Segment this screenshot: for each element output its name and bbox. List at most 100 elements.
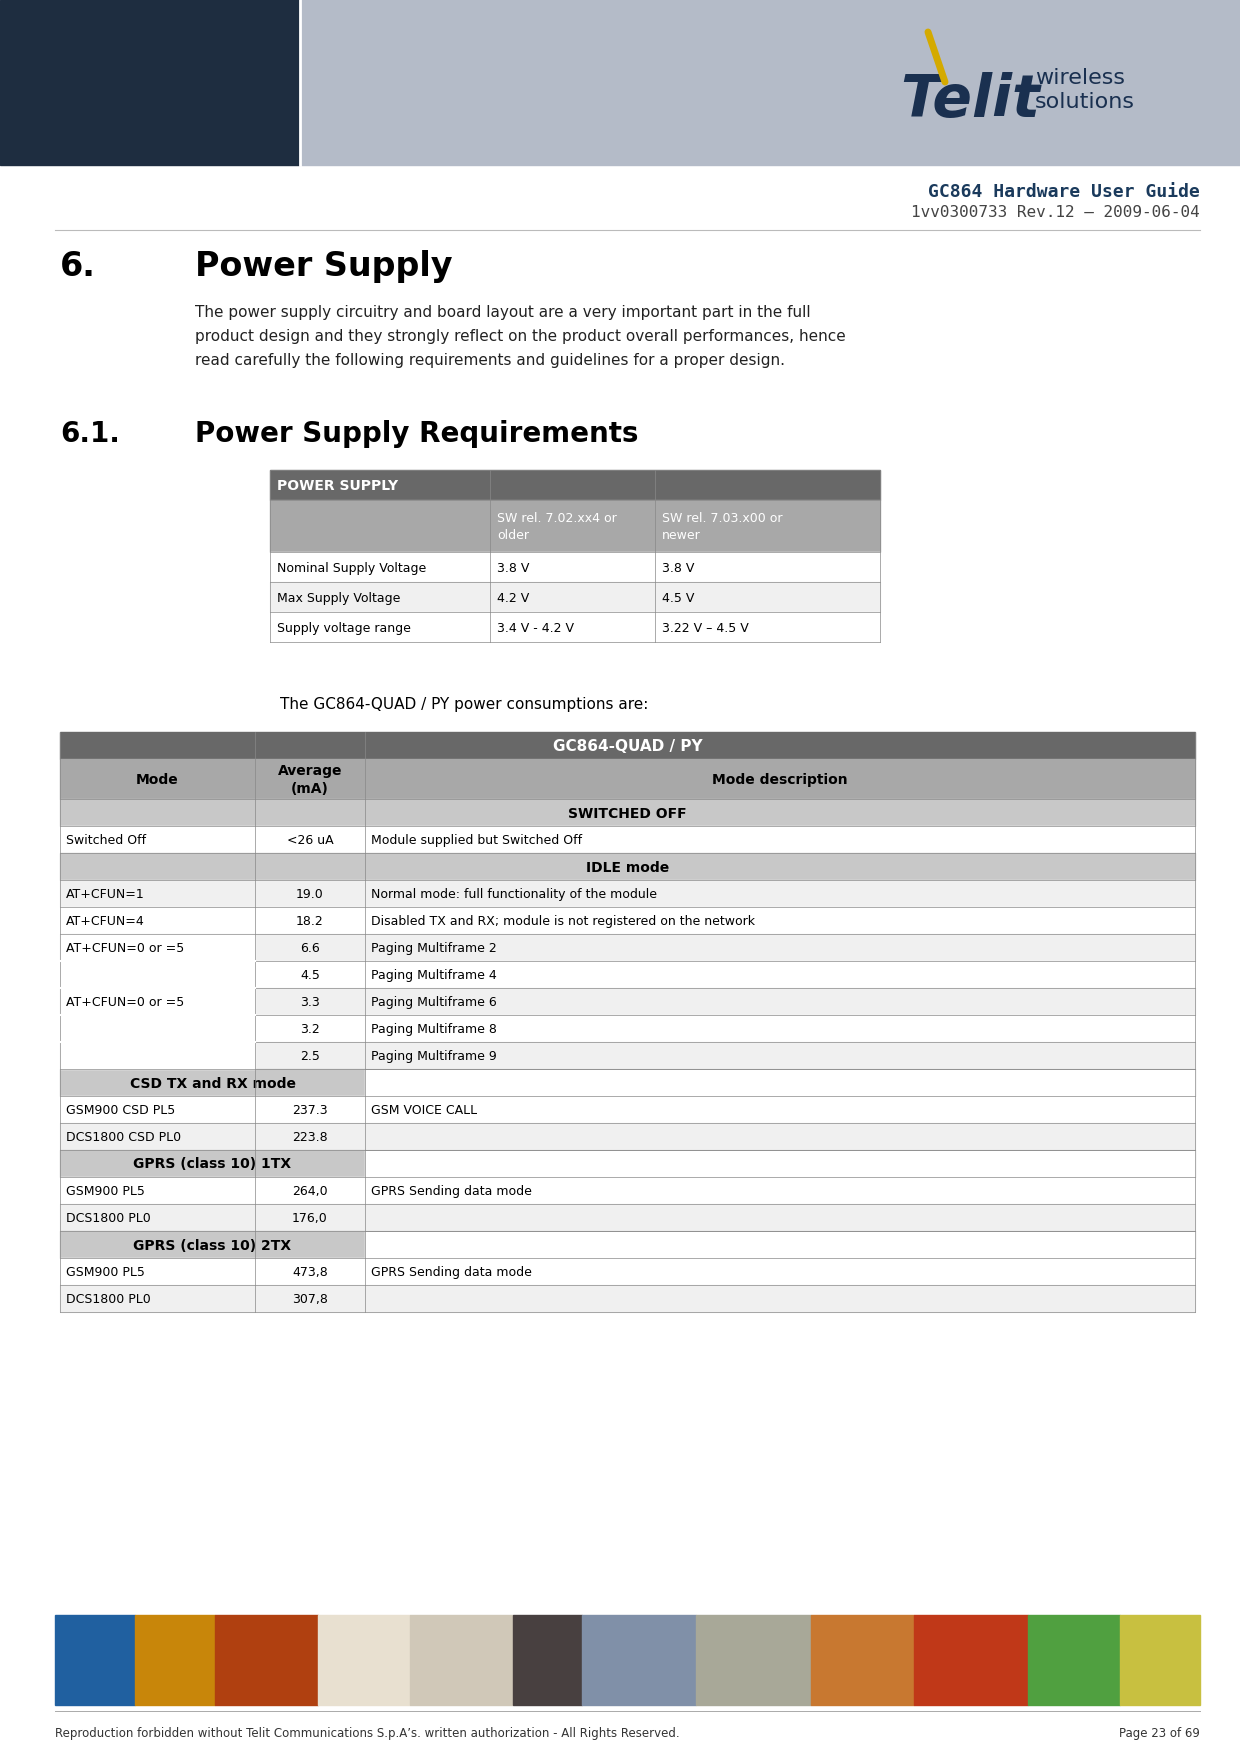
Bar — [365, 1150, 1195, 1178]
Bar — [513, 1615, 582, 1706]
Text: GPRS (class 10) 2TX: GPRS (class 10) 2TX — [134, 1239, 291, 1253]
Text: Normal mode: full functionality of the module: Normal mode: full functionality of the m… — [371, 888, 657, 900]
Text: AT+CFUN=1: AT+CFUN=1 — [66, 888, 145, 900]
Text: Power Supply: Power Supply — [195, 249, 453, 283]
Bar — [60, 934, 1195, 962]
Text: DCS1800 PL0: DCS1800 PL0 — [66, 1213, 151, 1225]
Text: 3.22 V – 4.5 V: 3.22 V – 4.5 V — [662, 621, 749, 635]
Bar — [811, 1615, 914, 1706]
Text: SW rel. 7.03.x00 or
newer: SW rel. 7.03.x00 or newer — [662, 512, 782, 542]
Bar — [60, 827, 1195, 853]
Bar — [60, 1042, 1195, 1069]
Bar — [60, 1069, 1195, 1097]
Text: DCS1800 PL0: DCS1800 PL0 — [66, 1293, 151, 1306]
Text: 176,0: 176,0 — [293, 1213, 327, 1225]
Bar — [60, 962, 1195, 988]
Text: GPRS Sending data mode: GPRS Sending data mode — [371, 1185, 532, 1199]
Bar — [60, 1204, 1195, 1230]
Text: 307,8: 307,8 — [293, 1293, 327, 1306]
Bar — [60, 907, 1195, 934]
Text: Power Supply Requirements: Power Supply Requirements — [195, 419, 639, 448]
Text: IDLE mode: IDLE mode — [585, 860, 670, 874]
Text: GSM900 PL5: GSM900 PL5 — [66, 1265, 145, 1279]
Text: SWITCHED OFF: SWITCHED OFF — [568, 807, 687, 821]
Bar — [55, 1615, 135, 1706]
Text: Paging Multiframe 8: Paging Multiframe 8 — [371, 1023, 497, 1035]
Text: 6.1.: 6.1. — [60, 419, 120, 448]
Text: Supply voltage range: Supply voltage range — [277, 621, 410, 635]
Bar — [365, 1069, 1195, 1097]
Bar — [60, 1258, 1195, 1285]
Text: Disabled TX and RX; module is not registered on the network: Disabled TX and RX; module is not regist… — [371, 914, 755, 928]
Bar — [60, 758, 1195, 799]
Bar — [60, 1178, 1195, 1204]
Text: 223.8: 223.8 — [293, 1130, 327, 1144]
Bar — [696, 1615, 811, 1706]
Text: Module supplied but Switched Off: Module supplied but Switched Off — [371, 834, 582, 848]
Text: 237.3: 237.3 — [293, 1104, 327, 1116]
Text: DCS1800 CSD PL0: DCS1800 CSD PL0 — [66, 1130, 181, 1144]
Bar — [582, 1615, 696, 1706]
Bar — [60, 988, 1195, 1014]
Text: POWER SUPPLY: POWER SUPPLY — [277, 479, 398, 493]
Text: Reproduction forbidden without Telit Communications S.p.A’s. written authorizati: Reproduction forbidden without Telit Com… — [55, 1727, 680, 1739]
Text: 4.2 V: 4.2 V — [497, 591, 529, 604]
Bar — [914, 1615, 1028, 1706]
Text: Paging Multiframe 6: Paging Multiframe 6 — [371, 997, 497, 1009]
Bar — [1028, 1615, 1120, 1706]
Bar — [319, 1615, 410, 1706]
Text: 6.: 6. — [60, 249, 95, 283]
Bar — [270, 612, 880, 642]
Text: 3.2: 3.2 — [300, 1023, 320, 1035]
Text: <26 uA: <26 uA — [286, 834, 334, 848]
Text: Paging Multiframe 2: Paging Multiframe 2 — [371, 942, 497, 955]
Bar — [0, 0, 300, 165]
Bar — [410, 1615, 513, 1706]
Text: Paging Multiframe 9: Paging Multiframe 9 — [371, 1049, 497, 1064]
Text: CSD TX and RX mode: CSD TX and RX mode — [129, 1076, 295, 1090]
Bar — [60, 879, 1195, 907]
Text: Telit: Telit — [900, 72, 1040, 128]
Bar — [135, 1615, 216, 1706]
Text: Mode: Mode — [136, 772, 179, 786]
Text: AT+CFUN=0 or =5: AT+CFUN=0 or =5 — [66, 942, 185, 955]
Text: Page 23 of 69: Page 23 of 69 — [1120, 1727, 1200, 1739]
Text: 264,0: 264,0 — [293, 1185, 327, 1199]
Bar — [60, 732, 1195, 758]
Text: The power supply circuitry and board layout are a very important part in the ful: The power supply circuitry and board lay… — [195, 305, 846, 369]
Text: 18.2: 18.2 — [296, 914, 324, 928]
Text: 2.5: 2.5 — [300, 1049, 320, 1064]
Bar — [270, 500, 880, 553]
Bar — [60, 1097, 1195, 1123]
Bar — [270, 553, 880, 583]
Text: 1vv0300733 Rev.12 – 2009-06-04: 1vv0300733 Rev.12 – 2009-06-04 — [911, 205, 1200, 219]
Text: The GC864-QUAD / PY power consumptions are:: The GC864-QUAD / PY power consumptions a… — [280, 697, 649, 713]
Text: GSM900 PL5: GSM900 PL5 — [66, 1185, 145, 1199]
Text: AT+CFUN=0 or =5: AT+CFUN=0 or =5 — [66, 997, 185, 1009]
Text: Max Supply Voltage: Max Supply Voltage — [277, 591, 401, 604]
Text: GSM VOICE CALL: GSM VOICE CALL — [371, 1104, 477, 1116]
Bar — [60, 1014, 1195, 1042]
Bar — [60, 1230, 1195, 1258]
Text: 3.4 V - 4.2 V: 3.4 V - 4.2 V — [497, 621, 574, 635]
Text: GPRS (class 10) 1TX: GPRS (class 10) 1TX — [134, 1158, 291, 1172]
Text: 3.8 V: 3.8 V — [497, 562, 529, 574]
Bar — [60, 1285, 1195, 1313]
Text: 3.3: 3.3 — [300, 997, 320, 1009]
Text: Average
(mA): Average (mA) — [278, 765, 342, 795]
Bar — [60, 799, 1195, 827]
Text: Mode description: Mode description — [712, 772, 848, 786]
Bar — [1120, 1615, 1200, 1706]
Bar — [216, 1615, 319, 1706]
Text: 3.8 V: 3.8 V — [662, 562, 694, 574]
Text: 4.5: 4.5 — [300, 969, 320, 983]
Text: 19.0: 19.0 — [296, 888, 324, 900]
Text: 6.6: 6.6 — [300, 942, 320, 955]
Bar — [300, 0, 1240, 165]
Text: wireless
solutions: wireless solutions — [1035, 68, 1135, 112]
Text: Switched Off: Switched Off — [66, 834, 146, 848]
Text: GSM900 CSD PL5: GSM900 CSD PL5 — [66, 1104, 175, 1116]
Bar — [270, 470, 880, 500]
Text: AT+CFUN=4: AT+CFUN=4 — [66, 914, 145, 928]
Text: SW rel. 7.02.xx4 or
older: SW rel. 7.02.xx4 or older — [497, 512, 616, 542]
